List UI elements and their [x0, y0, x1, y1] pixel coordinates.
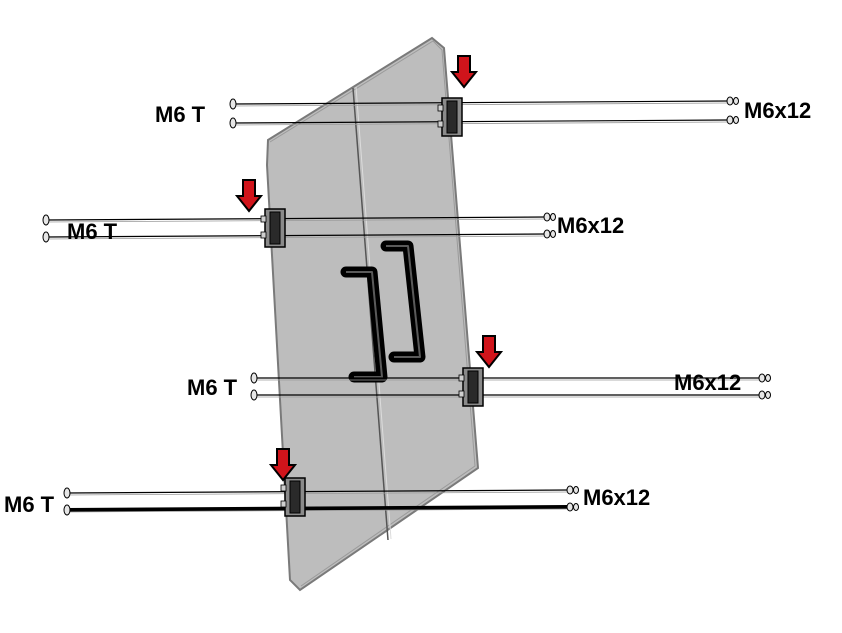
bolt-head-icon	[42, 231, 50, 243]
down-arrow-icon	[268, 448, 298, 482]
hinge-assembly-1	[229, 55, 739, 137]
screw-label-2: M6x12	[557, 213, 625, 238]
hinge-assemblies	[42, 55, 771, 517]
t-bolt-label-1: M6 T	[155, 102, 206, 127]
hinge-assembly-2	[42, 179, 556, 248]
hinge-bracket-core	[289, 480, 301, 514]
nut-icon	[733, 97, 739, 105]
nut-icon	[733, 116, 739, 124]
t-bolt-label-2: M6 T	[67, 219, 118, 244]
nut-icon	[758, 390, 766, 400]
hinge-screw-head	[260, 231, 267, 239]
door-handle-icon	[340, 240, 426, 383]
hinge-screw-head	[280, 500, 287, 508]
bolt-line	[66, 489, 569, 494]
t-bolt-label-3: M6 T	[187, 375, 238, 400]
nut-icon	[726, 96, 734, 106]
nut-icon	[765, 391, 771, 399]
bolt-head-icon	[229, 98, 237, 110]
down-arrow-icon	[474, 335, 504, 369]
hinge-assembly-4	[63, 448, 579, 517]
hinge-screw-head	[280, 484, 287, 492]
hinge-bracket-core	[446, 100, 458, 134]
bolt-head-icon	[250, 389, 258, 401]
nut-icon	[765, 374, 771, 382]
bolt-line	[232, 100, 729, 105]
nut-icon	[550, 230, 556, 238]
screw-label-1: M6x12	[744, 98, 812, 123]
bolt-head-icon	[250, 372, 258, 384]
hinge-screw-head	[458, 390, 465, 398]
bolt-head-icon	[63, 487, 71, 499]
hinge-screw-head	[437, 104, 444, 112]
bolt-line	[66, 505, 569, 512]
bolt-line-shadow	[45, 235, 546, 240]
bolt-line-shadow	[66, 508, 569, 513]
nut-icon	[566, 502, 574, 512]
nut-icon	[573, 486, 579, 494]
hinge-bracket-core	[467, 370, 479, 404]
nut-icon	[758, 373, 766, 383]
bolt-line-shadow	[45, 218, 546, 223]
bolt-line-shadow	[66, 491, 569, 496]
screw-label-4: M6x12	[583, 485, 651, 510]
nut-icon	[550, 213, 556, 221]
bolt-line	[232, 119, 729, 124]
bolt-line-shadow	[232, 121, 729, 126]
hinge-screw-head	[437, 120, 444, 128]
screw-label-3: M6x12	[674, 370, 742, 395]
bolt-head-icon	[229, 117, 237, 129]
bolt-line	[45, 216, 546, 221]
down-arrow-icon	[234, 179, 264, 213]
t-bolt-label-4: M6 T	[4, 492, 55, 517]
bolt-head-icon	[63, 504, 71, 516]
down-arrow-icon	[449, 55, 479, 89]
hinge-bracket-core	[269, 211, 281, 245]
hinge-assembly-3	[250, 335, 771, 407]
nut-icon	[543, 212, 551, 222]
bolt-line-shadow	[232, 102, 729, 107]
nut-icon	[566, 485, 574, 495]
hinge-screw-head	[260, 215, 267, 223]
nut-icon	[726, 115, 734, 125]
bolt-line	[45, 233, 546, 238]
nut-icon	[573, 503, 579, 511]
bolt-head-icon	[42, 214, 50, 226]
nut-icon	[543, 229, 551, 239]
hinge-screw-head	[458, 374, 465, 382]
